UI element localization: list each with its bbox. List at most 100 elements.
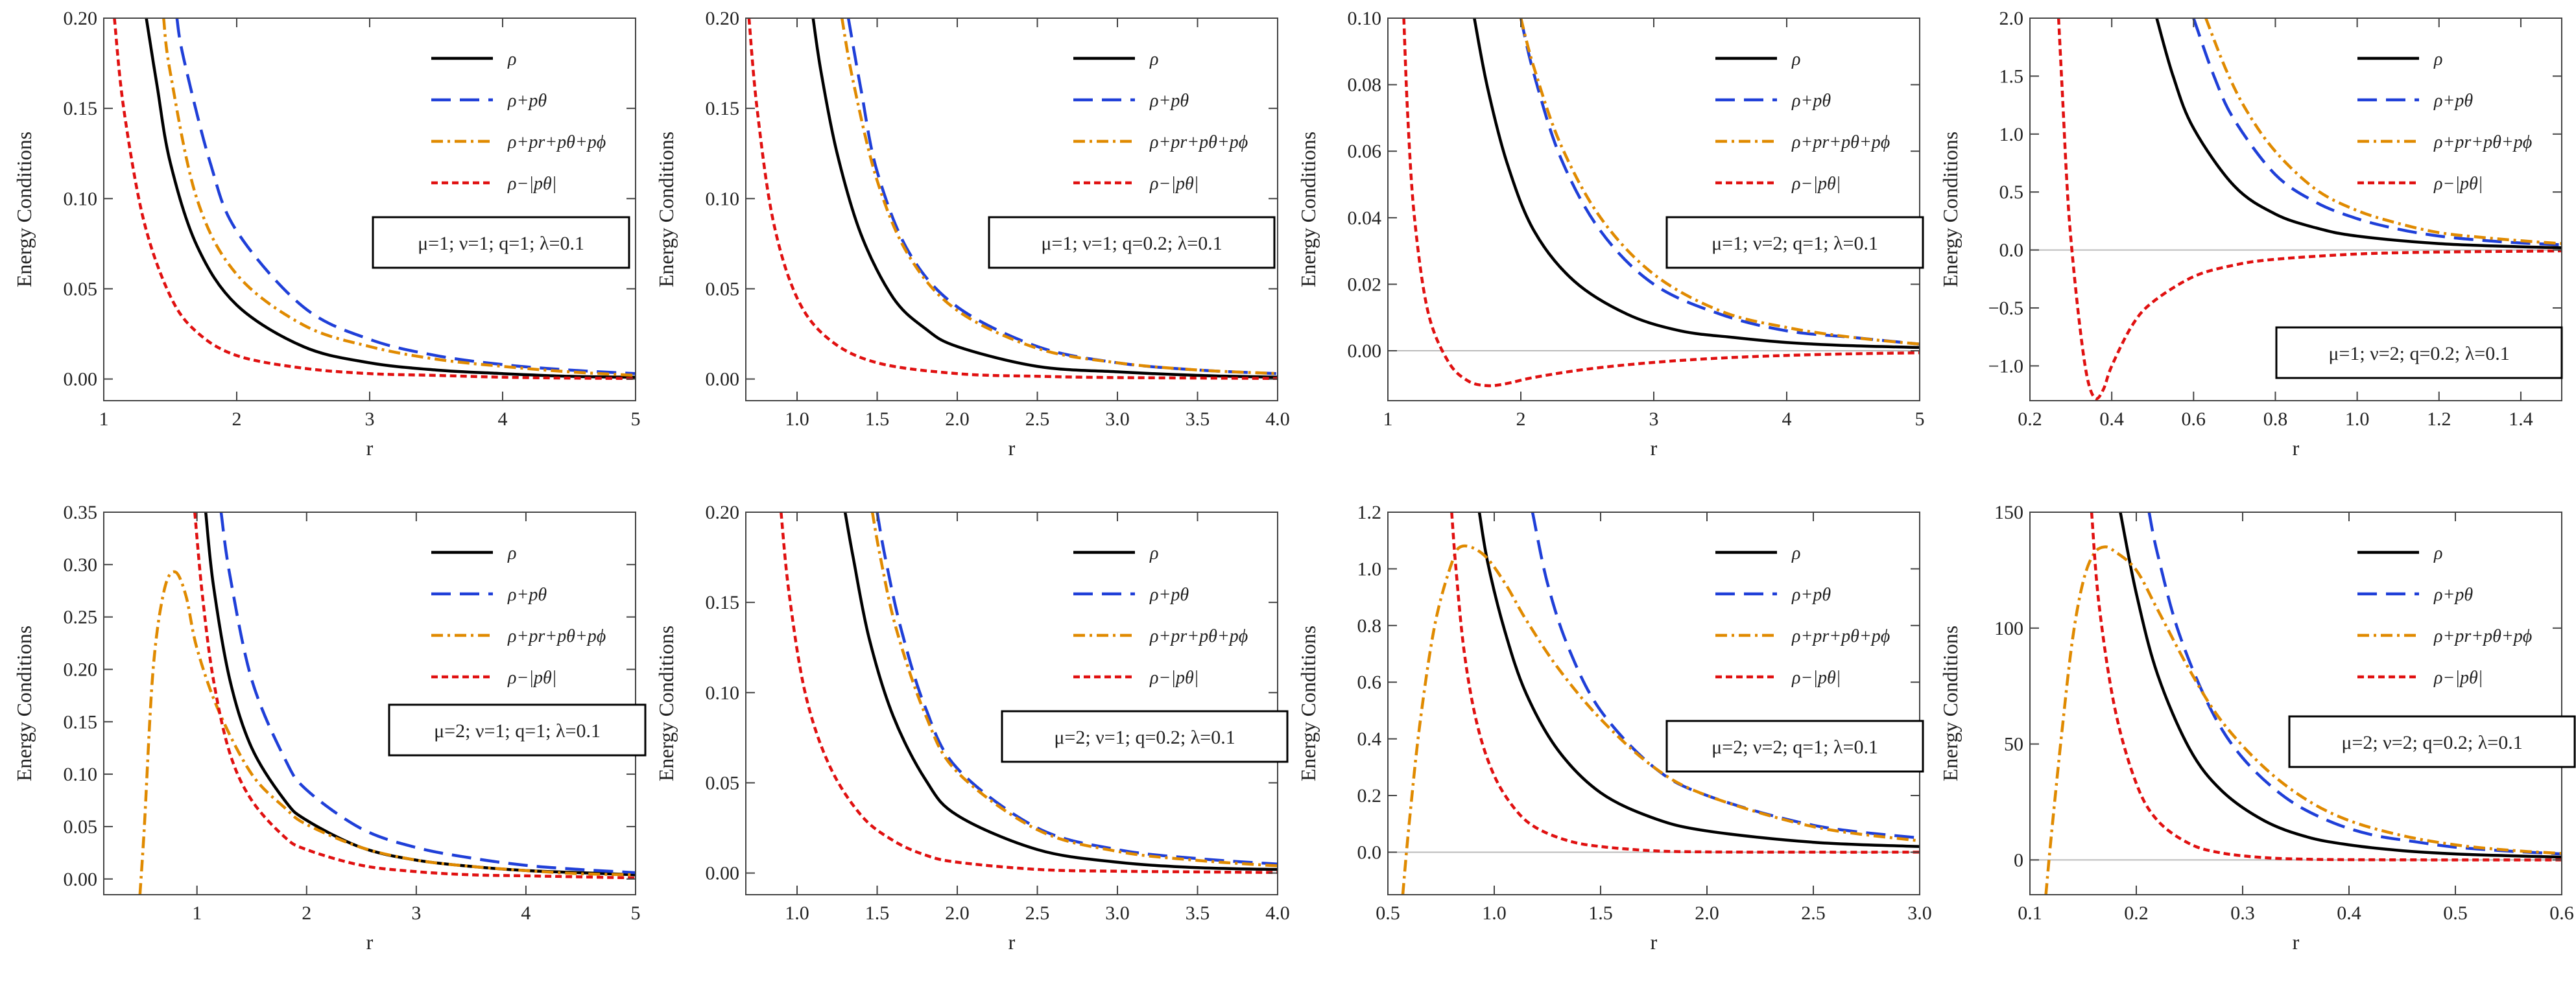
parameter-box: μ=1; ν=1; q=1; λ=0.1 bbox=[372, 216, 630, 269]
x-tick-label: 1 bbox=[1383, 408, 1393, 430]
x-tick-label: 3.0 bbox=[1105, 408, 1130, 430]
y-tick-label: 0.10 bbox=[64, 188, 98, 209]
chart-panel-bottom-1: 1 2 3 4 5 0.00 0.05 0.10 0.15 0.20 0.25 0.30 0.35 r En… bbox=[12, 502, 647, 954]
legend-label-rho: ρ bbox=[2433, 49, 2442, 69]
y-tick-label: 2.0 bbox=[1999, 8, 2024, 29]
y-tick-label: 50 bbox=[2004, 734, 2023, 755]
parameter-box: μ=2; ν=1; q=0.2; λ=0.1 bbox=[1001, 710, 1289, 763]
legend-label-diff: ρ−|pθ| bbox=[2433, 668, 2483, 688]
x-axis-label: r bbox=[1651, 436, 1658, 460]
parameter-text: μ=2; ν=2; q=1; λ=0.1 bbox=[1711, 737, 1878, 758]
x-tick-label: 3 bbox=[365, 408, 375, 430]
y-axis-label: Energy Conditions bbox=[1938, 132, 1962, 287]
y-tick-label: 0.35 bbox=[64, 502, 98, 523]
chart-panel-top-4: 0.2 0.4 0.6 0.8 1.0 1.2 1.4 −1.0 −0.5 0.0 0.5 1.0 1.… bbox=[1938, 8, 2563, 460]
legend-label-sum: ρ+pr+pθ+pϕ bbox=[2433, 626, 2532, 646]
x-tick-label: 0.6 bbox=[2182, 408, 2206, 430]
y-tick-label: 0.20 bbox=[706, 8, 740, 29]
y-tick-label: 0.15 bbox=[706, 592, 740, 613]
x-tick-label: 2.5 bbox=[1025, 902, 1050, 924]
x-tick-label: 2.0 bbox=[1695, 902, 1719, 924]
legend-label-diff: ρ−|pθ| bbox=[507, 668, 556, 688]
x-tick-label: 4 bbox=[1782, 408, 1792, 430]
y-axis-label: Energy Conditions bbox=[12, 626, 36, 781]
series-line-rho bbox=[204, 512, 636, 877]
series-line-sum bbox=[138, 570, 636, 895]
series-line-diff bbox=[193, 512, 636, 880]
legend-label-rho_pt: ρ+pθ bbox=[507, 91, 547, 111]
legend: ρ ρ+pθ ρ+pr+pθ+pϕ ρ−|pθ| bbox=[2357, 543, 2532, 688]
series-line-rho bbox=[2119, 512, 2562, 859]
x-tick-label: 0.4 bbox=[2099, 408, 2124, 430]
y-tick-label: 0.25 bbox=[64, 607, 98, 628]
series-line-sum bbox=[2044, 545, 2562, 895]
y-tick-label: 0.05 bbox=[706, 772, 740, 794]
y-tick-label: 1.2 bbox=[1357, 502, 1382, 523]
legend: ρ ρ+pθ ρ+pr+pθ+pϕ ρ−|pθ| bbox=[1073, 49, 1248, 194]
legend-label-sum: ρ+pr+pθ+pϕ bbox=[1791, 626, 1890, 646]
legend-label-rho_pt: ρ+pθ bbox=[2433, 585, 2473, 605]
plot-frame bbox=[745, 18, 1278, 401]
y-tick-label: 0.0 bbox=[1357, 842, 1382, 863]
chart-panel-top-2: 1.0 1.5 2.0 2.5 3.0 3.5 4.0 0.00 0.05 0.10 0.15 0.2… bbox=[654, 8, 1290, 460]
x-tick-label: 2.0 bbox=[945, 902, 970, 924]
y-axis-label: Energy Conditions bbox=[1296, 626, 1320, 781]
x-tick-label: 4.0 bbox=[1265, 902, 1290, 924]
x-tick-label: 3.0 bbox=[1907, 902, 1932, 924]
y-tick-label: 0.10 bbox=[706, 188, 740, 209]
legend-label-rho_pt: ρ+pθ bbox=[1791, 91, 1831, 111]
series-line-rho_pt bbox=[2192, 18, 2562, 246]
y-tick-label: 1.5 bbox=[1999, 65, 2024, 87]
legend-label-rho: ρ bbox=[2433, 543, 2442, 563]
y-tick-label: 0 bbox=[2014, 849, 2023, 871]
x-tick-label: 4 bbox=[498, 408, 508, 430]
legend-label-rho_pt: ρ+pθ bbox=[1149, 91, 1189, 111]
x-tick-label: 0.2 bbox=[2124, 902, 2149, 924]
y-tick-label: 0.04 bbox=[1348, 207, 1382, 229]
y-axis-label: Energy Conditions bbox=[654, 132, 678, 287]
plot-frame bbox=[1387, 18, 1920, 401]
chart-panel-top-3: 1 2 3 4 5 0.00 0.02 0.04 0.06 0.08 0.10 r Energy Con… bbox=[1296, 8, 1925, 460]
y-tick-label: 0.05 bbox=[64, 816, 98, 838]
legend-label-sum: ρ+pr+pθ+pϕ bbox=[2433, 132, 2532, 152]
x-tick-label: 1.4 bbox=[2509, 408, 2533, 430]
chart-panel-bottom-3: 0.5 1.0 1.5 2.0 2.5 3.0 0.0 0.2 0.4 0.6 0.8 1.0 1.2 r… bbox=[1296, 502, 1932, 954]
y-axis-label: Energy Conditions bbox=[1296, 132, 1320, 287]
x-tick-label: 1.5 bbox=[865, 408, 890, 430]
x-tick-label: 0.6 bbox=[2549, 902, 2574, 924]
legend-label-rho: ρ bbox=[1791, 49, 1800, 69]
plot-frame bbox=[745, 512, 1278, 895]
parameter-text: μ=1; ν=2; q=1; λ=0.1 bbox=[1711, 233, 1878, 254]
x-tick-label: 3.5 bbox=[1186, 408, 1210, 430]
legend: ρ ρ+pθ ρ+pr+pθ+pϕ ρ−|pθ| bbox=[1073, 543, 1248, 688]
plot-frame bbox=[2029, 512, 2562, 895]
x-tick-label: 2.0 bbox=[945, 408, 970, 430]
legend: ρ ρ+pθ ρ+pr+pθ+pϕ ρ−|pθ| bbox=[431, 543, 606, 688]
x-tick-label: 1.0 bbox=[1482, 902, 1507, 924]
y-tick-label: 0.10 bbox=[706, 682, 740, 703]
x-axis-label: r bbox=[1008, 436, 1016, 460]
x-axis-label: r bbox=[366, 436, 374, 460]
parameter-text: μ=1; ν=1; q=1; λ=0.1 bbox=[418, 233, 584, 254]
series-line-diff bbox=[747, 18, 1278, 381]
y-tick-label: 0.00 bbox=[706, 369, 740, 390]
y-tick-label: 0.00 bbox=[64, 869, 98, 890]
legend: ρ ρ+pθ ρ+pr+pθ+pϕ ρ−|pθ| bbox=[1715, 543, 1890, 688]
y-axis-label: Energy Conditions bbox=[1938, 626, 1962, 781]
parameter-text: μ=2; ν=1; q=1; λ=0.1 bbox=[434, 720, 601, 742]
series-line-diff bbox=[780, 512, 1278, 875]
y-tick-label: 150 bbox=[1994, 502, 2023, 523]
x-axis-label: r bbox=[2293, 930, 2300, 954]
y-axis-label: Energy Conditions bbox=[12, 132, 36, 287]
y-tick-label: −0.5 bbox=[1988, 298, 2023, 319]
y-tick-label: 0.06 bbox=[1348, 141, 1382, 162]
y-tick-label: 0.00 bbox=[706, 863, 740, 884]
legend-label-rho_pt: ρ+pθ bbox=[1791, 585, 1831, 605]
parameter-box: μ=2; ν=2; q=1; λ=0.1 bbox=[1665, 720, 1924, 773]
series-line-diff bbox=[2057, 18, 2562, 401]
x-tick-label: 1 bbox=[192, 902, 202, 924]
legend-label-diff: ρ−|pθ| bbox=[1149, 668, 1199, 688]
y-tick-label: 0.4 bbox=[1357, 729, 1382, 750]
x-tick-label: 2 bbox=[232, 408, 242, 430]
